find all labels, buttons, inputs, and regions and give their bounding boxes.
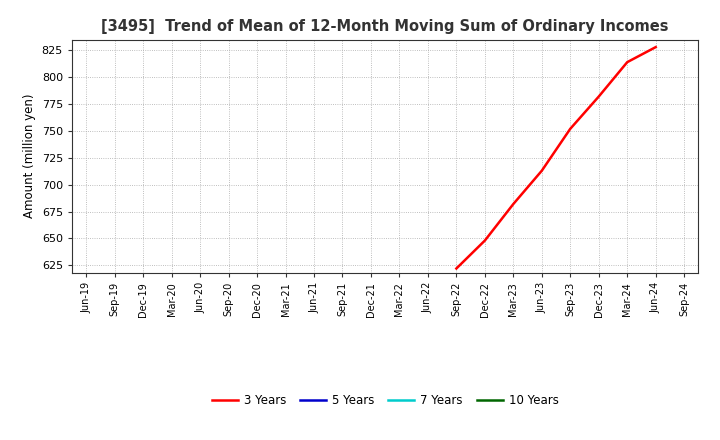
Title: [3495]  Trend of Mean of 12-Month Moving Sum of Ordinary Incomes: [3495] Trend of Mean of 12-Month Moving … [102,19,669,34]
Y-axis label: Amount (million yen): Amount (million yen) [23,94,36,218]
3 Years [509,202,518,207]
3 Years [452,266,461,271]
3 Years [480,238,489,243]
3 Years [566,126,575,132]
3 Years [537,168,546,173]
Line: 3 Years: 3 Years [456,47,656,268]
3 Years [623,59,631,65]
3 Years [652,44,660,50]
3 Years [595,94,603,99]
Legend: 3 Years, 5 Years, 7 Years, 10 Years: 3 Years, 5 Years, 7 Years, 10 Years [207,389,564,411]
